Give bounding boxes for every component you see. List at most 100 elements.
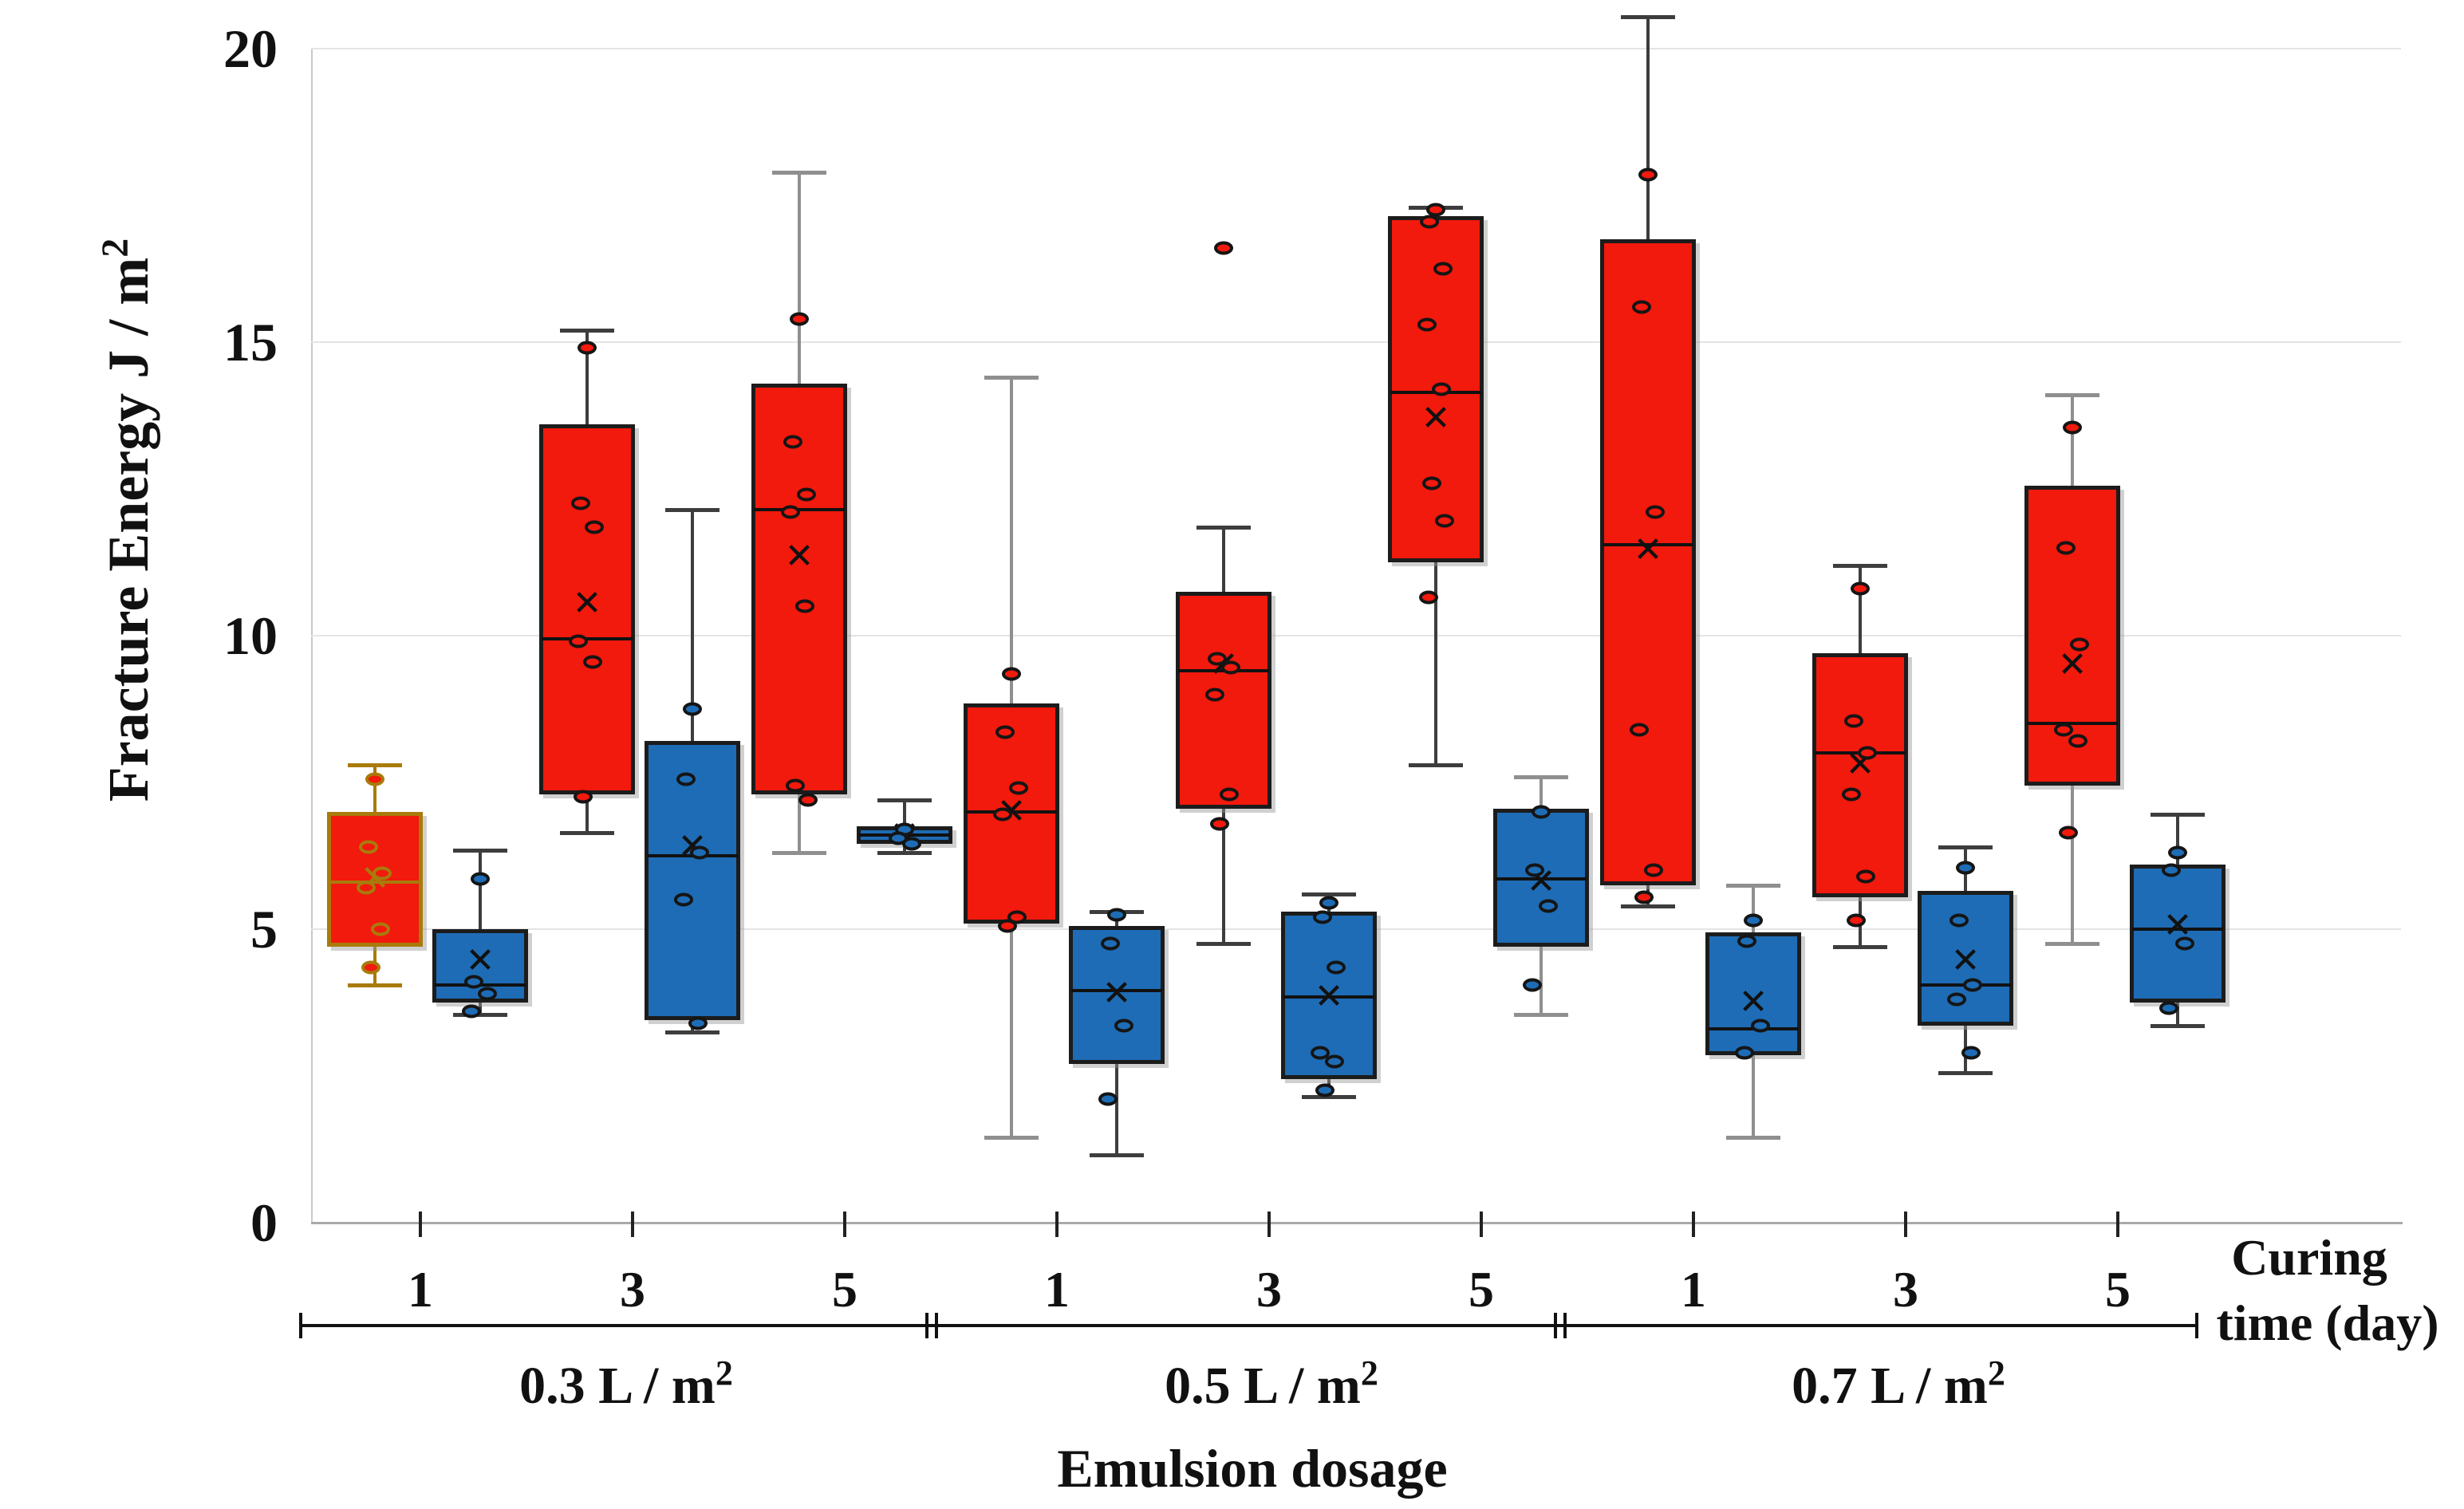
box-0.5Lm2-day1-red-data-point [993,807,1012,821]
box-0.7Lm2-day5-red-median-line [2027,722,2118,726]
box-0.7Lm2-day3-red-data-point [1847,913,1866,928]
box-0.5Lm2-day5-red-data-point [1433,262,1453,276]
box-0.5Lm2-day3-blue-mean-marker: ✕ [1314,975,1344,1017]
box-0.7Lm2-day3-blue-whisker-cap-bottom [1938,1071,1993,1076]
box-0.5Lm2-day5-red-data-point [1420,215,1439,229]
bracket-separator-2b [1563,1313,1567,1338]
box-0.7Lm2-day1-red-data-point [1646,505,1665,519]
box-0.3Lm2-day1-blue-mean-marker: ✕ [465,940,495,982]
x-tick-label-g2-day5: 5 [2105,1261,2131,1318]
box-0.5Lm2-day3-blue-data-point [1315,1083,1335,1097]
x-tick-g0-d1 [419,1212,422,1237]
box-0.3Lm2-day5-blue-whisker-cap-top [877,798,932,803]
box-0.7Lm2-day3-blue-data-point [1963,978,1982,992]
box-0.3Lm2-day3-red-data-point [583,655,602,669]
box-0.7Lm2-day1-red-mean-marker: ✕ [1633,530,1663,571]
x-tick-label-g1-day5: 5 [1469,1261,1494,1318]
box-0.3Lm2-day3-blue-whisker-cap-bottom [665,1030,719,1034]
box-0.5Lm2-day3-red-data-point [1205,688,1224,702]
bracket-separator-1b [935,1313,938,1338]
group-label-0.5-superscript: 2 [1360,1353,1378,1393]
box-0.5Lm2-day3-red-data-point [1220,787,1239,802]
box-0.3Lm2-day5-blue-whisker-cap-bottom [877,851,932,856]
box-0.5Lm2-day3-blue-data-point [1327,960,1346,975]
box-0.3Lm2-day3-blue-whisker-cap-top [665,507,719,512]
group-label-0.3-text: 0.3 L / m [519,1357,716,1415]
box-0.7Lm2-day5-blue-data-point [2175,936,2194,951]
box-0.5Lm2-day3-blue-data-point [1319,896,1338,910]
box-0.3Lm2-day1-red-median-line [329,881,420,885]
gridline-y-20 [311,48,2401,49]
box-0.7Lm2-day1-red-data-point [1638,167,1658,182]
box-0.3Lm2-day5-red-whisker-cap-bottom [772,851,826,856]
box-0.3Lm2-day3-blue-data-point [674,892,693,907]
box-0.5Lm2-day1-blue-mean-marker: ✕ [1102,972,1132,1014]
box-0.7Lm2-day5-red-data-point [2063,420,2082,435]
box-0.5Lm2-day5-blue-data-point [1523,978,1542,992]
box-0.7Lm2-day3-blue-data-point [1956,861,1975,875]
box-0.3Lm2-day1-red-whisker-cap-bottom [348,983,402,987]
dosage-bracket-line [299,1324,2197,1327]
x-tick-label-g2-day1: 1 [1681,1261,1706,1318]
box-0.3Lm2-day1-red-whisker-cap-top [348,762,402,767]
x-tick-g0-d3 [631,1212,634,1237]
box-0.3Lm2-day3-red-data-point [585,520,604,534]
box-0.7Lm2-day3-red-iqr-box [1812,653,1908,897]
box-0.5Lm2-day3-blue-median-line [1283,995,1374,999]
box-0.3Lm2-day1-red-data-point [371,922,390,936]
box-0.7Lm2-day3-red-whisker-cap-top [1833,563,1887,568]
x-tick-g1-d3 [1267,1212,1271,1237]
box-0.5Lm2-day1-red-data-point [998,919,1017,933]
curing-time-label-line2: time (day) [2216,1294,2439,1351]
box-0.5Lm2-day5-red-data-point [1419,590,1438,605]
box-0.7Lm2-day5-blue-whisker-cap-top [2151,813,2205,818]
group-label-0.7: 0.7 L / m2 [1792,1353,2005,1416]
group-label-0.7-text: 0.7 L / m [1792,1357,1988,1415]
group-label-0.7-superscript: 2 [1987,1353,2005,1393]
box-0.7Lm2-day1-red-median-line [1603,542,1693,546]
box-0.3Lm2-day5-red-data-point [786,778,805,793]
box-0.5Lm2-day3-red-data-point [1221,660,1240,675]
box-0.3Lm2-day5-blue-data-point [902,837,921,851]
box-0.7Lm2-day3-red-data-point [1842,787,1861,802]
box-0.5Lm2-day3-blue-whisker-cap-bottom [1302,1094,1356,1099]
box-0.7Lm2-day5-blue-whisker-cap-bottom [2151,1024,2205,1029]
box-0.7Lm2-day5-red-data-point [2054,723,2073,737]
box-0.3Lm2-day1-red-data-point [359,840,378,854]
y-axis-title: Fracture Energy J / m2 [93,161,160,879]
box-0.5Lm2-day3-red-iqr-box [1176,591,1271,810]
box-0.7Lm2-day1-blue-data-point [1751,1018,1770,1033]
box-0.3Lm2-day5-red-data-point [783,435,802,449]
box-0.7Lm2-day5-red-data-point [2056,541,2076,555]
box-0.5Lm2-day5-red-data-point [1435,514,1454,528]
box-0.7Lm2-day1-red-data-point [1632,300,1651,314]
x-tick-label-g1-day3: 3 [1256,1261,1282,1318]
box-0.5Lm2-day1-blue-data-point [1101,936,1120,951]
x-tick-g0-d5 [843,1212,846,1237]
x-axis-line [311,1222,2403,1224]
box-0.5Lm2-day5-red-mean-marker: ✕ [1421,397,1451,439]
box-0.7Lm2-day5-blue-median-line [2132,928,2223,931]
box-0.5Lm2-day1-blue-whisker-cap-bottom [1090,1153,1144,1158]
box-0.3Lm2-day3-blue-data-point [683,702,702,716]
box-0.5Lm2-day5-red-data-point [1426,203,1445,217]
box-0.3Lm2-day3-blue-data-point [688,1016,708,1030]
box-0.3Lm2-day1-blue-data-point [462,1004,481,1018]
box-0.3Lm2-day3-red-data-point [569,634,588,648]
box-0.7Lm2-day3-red-data-point [1858,746,1877,760]
box-0.3Lm2-day5-red-data-point [798,793,818,807]
box-0.3Lm2-day5-red-data-point [797,487,816,502]
box-0.5Lm2-day1-red-whisker-cap-top [984,376,1039,380]
box-0.7Lm2-day3-blue-mean-marker: ✕ [1950,940,1981,982]
box-0.7Lm2-day5-red-data-point [2070,637,2089,652]
group-label-0.5-text: 0.5 L / m [1165,1357,1361,1415]
box-0.3Lm2-day1-blue-iqr-box [432,929,528,1003]
x-tick-label-g0-day3: 3 [620,1261,645,1318]
box-0.5Lm2-day3-blue-data-point [1325,1054,1344,1069]
box-0.5Lm2-day3-blue-data-point [1313,910,1332,924]
box-0.5Lm2-day5-blue-whisker-cap-bottom [1514,1012,1568,1017]
box-0.5Lm2-day5-blue-whisker-cap-top [1514,774,1568,779]
box-0.5Lm2-day1-blue-iqr-box [1069,926,1165,1065]
box-0.5Lm2-day1-blue-data-point [1107,908,1126,922]
x-tick-label-g0-day5: 5 [832,1261,857,1318]
